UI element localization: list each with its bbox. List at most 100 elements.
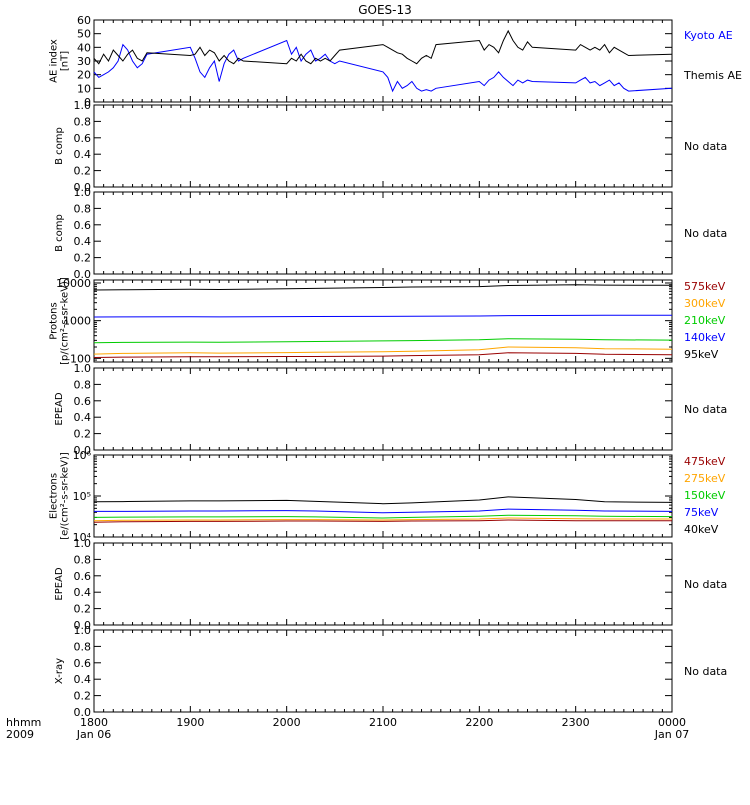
y-axis-label: AE index — [49, 39, 60, 83]
panel-7: 0.0 0.2 0.4 0.6 0.8 1.0 EPEAD No data — [54, 537, 727, 632]
x-tick-date-label: Jan 07 — [654, 728, 689, 741]
y-tick-label: 30 — [77, 55, 91, 68]
series-line-140kev — [93, 314, 673, 318]
y-axis-label: EPEAD — [54, 392, 65, 426]
y-tick-label: 1.0 — [74, 624, 92, 637]
panel-2: 0.0 0.2 0.4 0.6 0.8 1.0 B comp No data — [54, 99, 727, 194]
series-line-75kev — [94, 508, 673, 514]
series-line-475kev — [93, 519, 672, 523]
y-tick-label: 0.2 — [74, 603, 92, 616]
y-tick-label: 0.8 — [74, 640, 92, 653]
y-tick-label: 0.0 — [74, 181, 92, 194]
y-tick-label: 0.4 — [74, 235, 92, 248]
panel-6: 10⁴ 10⁵ 10⁶ Electrons [e/(cm²-s-sr-keV)] 475k… — [49, 449, 726, 544]
y-tick-label: 0.2 — [74, 252, 92, 265]
panel-frame — [93, 454, 673, 538]
y-tick-label: 0.8 — [74, 378, 92, 391]
y-tick-label: 0.2 — [74, 690, 92, 703]
legend-entry: 210keV — [684, 314, 726, 327]
y-tick-label: 0.0 — [74, 619, 92, 632]
y-tick-label: 40 — [77, 41, 91, 54]
y-tick-label: 0.2 — [74, 165, 92, 178]
y-tick-label: 0.8 — [74, 115, 92, 128]
legend-entry: 475keV — [684, 455, 726, 468]
y-axis-label: B comp — [54, 214, 65, 252]
y-tick-label: 0.6 — [74, 132, 92, 145]
y-axis-label: B comp — [54, 127, 65, 165]
y-tick-label: 10 — [77, 82, 91, 95]
legend-entry: 150keV — [684, 489, 726, 502]
no-data-label: No data — [684, 665, 727, 678]
panel-8: 0.0 0.2 0.4 0.6 0.8 1.0 X-ray No data — [54, 624, 727, 719]
y-tick-label: 1000 — [63, 315, 91, 328]
x-tick-label: 2300 — [562, 716, 590, 729]
panel-frame — [93, 542, 673, 626]
y-tick-label: 0.4 — [74, 586, 92, 599]
legend-entry: Themis AE — [683, 69, 742, 82]
panel-5: 0.0 0.2 0.4 0.6 0.8 1.0 EPEAD No data — [54, 362, 727, 457]
y-tick-label: 10⁴ — [73, 531, 92, 544]
series-line-kyoto-ae — [93, 39, 673, 93]
panel-frame — [93, 367, 673, 451]
series-line-575kev — [93, 352, 673, 358]
y-tick-label: 0 — [84, 96, 91, 109]
chart-title: GOES-13 — [358, 3, 412, 17]
series-line-210kev — [93, 338, 673, 344]
y-tick-label: 1.0 — [74, 537, 92, 550]
x-tick-label: 2000 — [273, 716, 301, 729]
legend-entry: Kyoto AE — [684, 29, 733, 42]
no-data-label: No data — [684, 140, 727, 153]
y-tick-label: 0.6 — [74, 219, 92, 232]
y-axis-label: X-ray — [54, 658, 65, 684]
y-tick-label: 20 — [77, 69, 91, 82]
panel-frame — [93, 279, 673, 363]
panel-3: 0.0 0.2 0.4 0.6 0.8 1.0 B comp No data — [54, 186, 727, 281]
legend-entry: 140keV — [684, 331, 726, 344]
y-axis-label: Electrons — [49, 473, 60, 519]
panel-frame — [93, 19, 673, 103]
legend-entry: 275keV — [684, 472, 726, 485]
y-tick-label: 1.0 — [74, 99, 92, 112]
y-tick-label: 10⁶ — [73, 449, 92, 462]
x-tick-date-label: Jan 06 — [76, 728, 111, 741]
no-data-label: No data — [684, 227, 727, 240]
y-tick-label: 0.6 — [74, 570, 92, 583]
y-tick-label: 0.4 — [74, 411, 92, 424]
y-axis-label: [p/(cm²-s-sr-keV)] — [60, 277, 71, 365]
y-tick-label: 0.6 — [74, 395, 92, 408]
y-tick-label: 0.0 — [74, 444, 92, 457]
panel-frame — [93, 191, 673, 275]
x-tick-label: 0000 — [658, 716, 686, 729]
series-line-40kev — [93, 496, 673, 505]
x-tick-label: 2100 — [369, 716, 397, 729]
x-axis-label-hhmm: hhmm — [6, 716, 41, 729]
y-tick-label: 0.0 — [74, 706, 92, 719]
y-tick-label: 50 — [77, 28, 91, 41]
x-tick-label: 1900 — [176, 716, 204, 729]
legend-entry: 95keV — [684, 348, 719, 361]
series-line-themis-ae — [93, 29, 673, 65]
y-tick-label: 0.4 — [74, 673, 92, 686]
y-axis-label: EPEAD — [54, 567, 65, 601]
y-tick-label: 0.4 — [74, 148, 92, 161]
series-line-150kev — [93, 514, 673, 519]
y-axis-label: [e/(cm²-s-sr-keV)] — [60, 452, 71, 540]
y-axis-label: Protons — [49, 302, 60, 339]
panel-frame — [93, 104, 673, 188]
y-tick-label: 0.0 — [74, 268, 92, 281]
x-tick-label: 2200 — [465, 716, 493, 729]
panel-frame — [93, 629, 673, 713]
y-axis-label: [nT] — [60, 51, 71, 71]
y-tick-label: 0.8 — [74, 202, 92, 215]
x-tick-label: 1800 — [80, 716, 108, 729]
series-line-300kev — [93, 346, 673, 355]
y-tick-label: 10000 — [56, 277, 91, 290]
y-tick-label: 100 — [70, 352, 91, 365]
y-tick-label: 60 — [77, 14, 91, 27]
no-data-label: No data — [684, 578, 727, 591]
panel-4: 100 1000 10000 Protons [p/(cm²-s-sr-keV)] 575… — [49, 277, 726, 365]
